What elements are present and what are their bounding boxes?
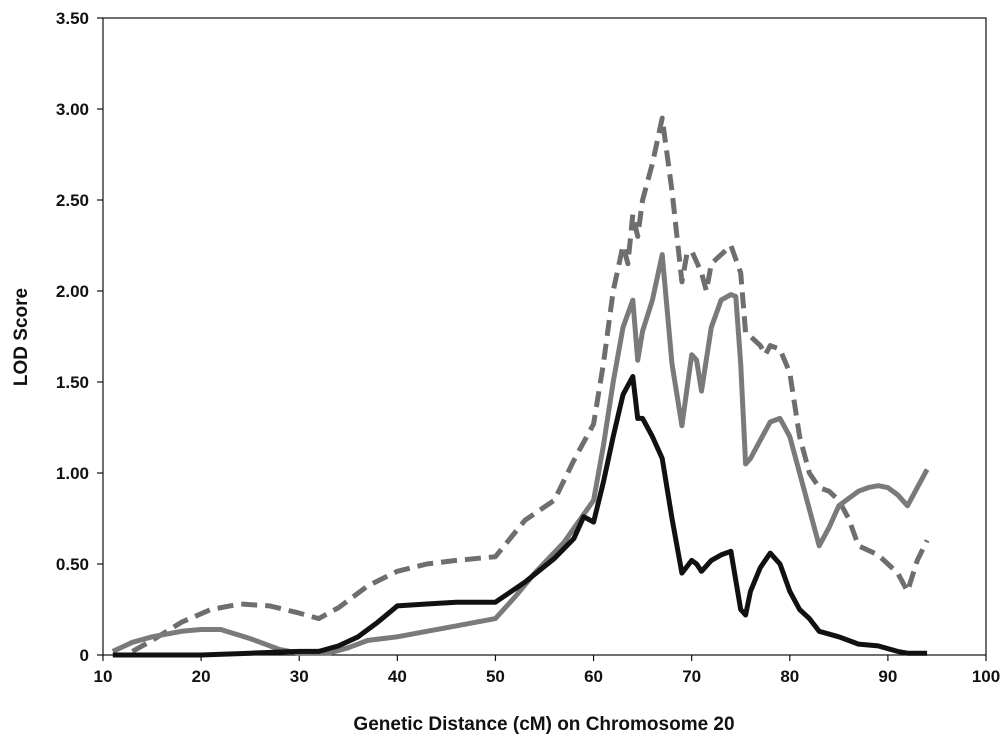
x-tick-label: 40	[388, 667, 407, 686]
y-axis-title: LOD Score	[11, 288, 32, 386]
y-tick-label: 1.00	[56, 464, 89, 483]
x-tick-label: 60	[584, 667, 603, 686]
series-layer	[111, 115, 930, 658]
y-tick-label: 1.50	[56, 373, 89, 392]
y-tick-label: 2.50	[56, 191, 89, 210]
x-tick-label: 10	[94, 667, 113, 686]
x-tick-label: 70	[682, 667, 701, 686]
x-axis-ticks: 10 20 30 40 50 60 70 80 90 100	[94, 655, 1000, 686]
x-tick-label: 20	[192, 667, 211, 686]
plot-frame	[102, 17, 987, 656]
x-tick-label: 90	[878, 667, 897, 686]
x-tick-label: 50	[486, 667, 505, 686]
y-tick-label: 0	[80, 646, 89, 665]
y-tick-label: 3.00	[56, 100, 89, 119]
series-line-3	[112, 374, 928, 658]
y-tick-label: 3.50	[56, 9, 89, 28]
y-axis-ticks: 0 0.50 1.00 1.50 2.00 2.50 3.00 3.50	[56, 9, 103, 665]
x-axis-title: Genetic Distance (cM) on Chromosome 20	[353, 714, 734, 735]
series-line-1	[131, 115, 930, 654]
x-tick-label: 30	[290, 667, 309, 686]
x-tick-label: 100	[972, 667, 1000, 686]
y-tick-label: 2.00	[56, 282, 89, 301]
series-line-2	[111, 252, 930, 656]
y-tick-label: 0.50	[56, 555, 89, 574]
x-tick-label: 80	[780, 667, 799, 686]
